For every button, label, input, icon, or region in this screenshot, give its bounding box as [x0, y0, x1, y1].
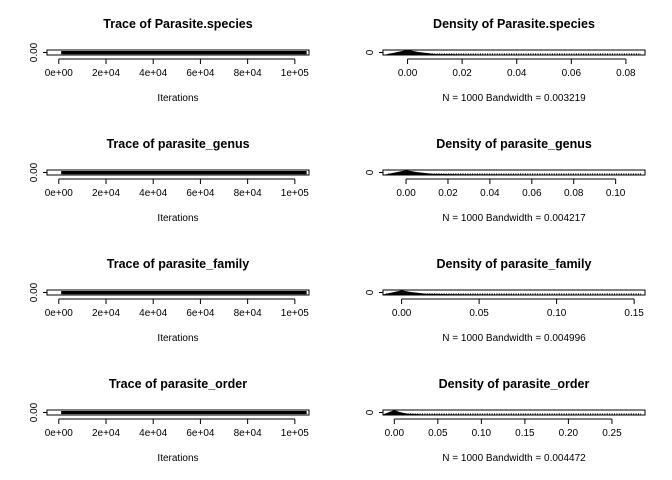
chart-0-title: Trace of Parasite.species — [103, 17, 252, 31]
chart-5-x-tick-label-3: 0.15 — [624, 308, 644, 319]
chart-5-x-tick-label-0: 0.00 — [392, 308, 412, 319]
panel-grid: Trace of Parasite.species 0e+00 2e+04 4e+04… — [29, 17, 646, 464]
chart-0-x-tick-label-1: 2e+04 — [92, 68, 121, 79]
chart-4-x-tick-label-5: 1e+05 — [281, 308, 310, 319]
chart-3-x-axis: 0.00 0.02 0.04 0.06 0.08 0.10 — [396, 178, 626, 199]
chart-0-x-tick-label-2: 4e+04 — [139, 68, 168, 79]
chart-2-x-tick-label-3: 6e+04 — [186, 188, 215, 199]
chart-0-x-axis: 0e+00 2e+04 4e+04 6e+04 8e+04 1e+05 — [45, 58, 310, 79]
chart-7-y-tick-label-0: 0 — [365, 409, 376, 415]
chart-3-title: Density of parasite_genus — [436, 137, 592, 151]
chart-4-trace-band-0 — [61, 291, 307, 294]
chart-5-x-axis: 0.00 0.05 0.10 0.15 — [392, 298, 644, 319]
chart-6-x-tick-label-0: 0e+00 — [45, 428, 74, 439]
chart-5-y-tick-label-0: 0 — [365, 289, 376, 295]
chart-1-title: Density of Parasite.species — [433, 17, 595, 31]
chart-0-x-tick-label-4: 8e+04 — [234, 68, 263, 79]
chart-0-x-label: Iterations — [157, 93, 198, 104]
chart-4-x-tick-label-3: 6e+04 — [186, 308, 215, 319]
chart-0-panel: Trace of Parasite.species 0e+00 2e+04 4e+04… — [29, 17, 310, 104]
chart-6-x-tick-label-5: 1e+05 — [281, 428, 310, 439]
chart-6-x-axis: 0e+00 2e+04 4e+04 6e+04 8e+04 1e+05 — [45, 418, 310, 439]
chart-6-x-tick-label-1: 2e+04 — [92, 428, 121, 439]
chart-6-x-tick-label-4: 8e+04 — [234, 428, 263, 439]
chart-7-x-tick-label-4: 0.20 — [559, 428, 579, 439]
chart-2-x-tick-label-1: 2e+04 — [92, 188, 121, 199]
chart-4-y-tick-label-0: 0.00 — [29, 282, 40, 302]
chart-4-x-axis: 0e+00 2e+04 4e+04 6e+04 8e+04 1e+05 — [45, 298, 310, 319]
chart-4-x-tick-label-1: 2e+04 — [92, 308, 121, 319]
chart-5-x-tick-label-2: 0.10 — [547, 308, 567, 319]
chart-5-x-label: N = 1000 Bandwidth = 0.004996 — [442, 333, 586, 344]
chart-3-x-label: N = 1000 Bandwidth = 0.004217 — [442, 213, 586, 224]
chart-4-x-tick-label-0: 0e+00 — [45, 308, 74, 319]
chart-1-x-tick-label-2: 0.04 — [507, 68, 527, 79]
chart-6-title: Trace of parasite_order — [109, 377, 247, 391]
chart-6-y-tick-label-0: 0.00 — [29, 402, 40, 422]
chart-2-x-axis: 0e+00 2e+04 4e+04 6e+04 8e+04 1e+05 — [45, 178, 310, 199]
chart-4-panel: Trace of parasite_family 0e+00 2e+04 4e+04 6… — [29, 257, 310, 344]
chart-2-trace-band-0 — [61, 171, 307, 174]
chart-5-title: Density of parasite_family — [437, 257, 592, 271]
chart-6-panel: Trace of parasite_order 0e+00 2e+04 4e+04 6e… — [29, 377, 310, 464]
chart-1-y-tick-label-0: 0 — [365, 49, 376, 55]
chart-0-x-tick-label-5: 1e+05 — [281, 68, 310, 79]
chart-4-x-tick-label-2: 4e+04 — [139, 308, 168, 319]
chart-7-x-label: N = 1000 Bandwidth = 0.004472 — [442, 453, 586, 464]
chart-7-x-tick-label-0: 0.00 — [385, 428, 405, 439]
chart-3-x-tick-label-0: 0.00 — [396, 188, 416, 199]
chart-0-x-tick-label-3: 6e+04 — [186, 68, 215, 79]
chart-3-x-tick-label-4: 0.08 — [564, 188, 584, 199]
chart-1-x-axis: 0.00 0.02 0.04 0.06 0.08 — [398, 58, 636, 79]
chart-2-panel: Trace of parasite_genus 0e+00 2e+04 4e+04 6e… — [29, 137, 310, 224]
chart-3-x-tick-label-3: 0.06 — [522, 188, 542, 199]
chart-2-x-label: Iterations — [157, 213, 198, 224]
chart-1-x-tick-label-3: 0.06 — [562, 68, 582, 79]
chart-1-x-tick-label-4: 0.08 — [616, 68, 636, 79]
chart-3-y-tick-label-0: 0 — [365, 169, 376, 175]
chart-0-x-tick-label-0: 0e+00 — [45, 68, 74, 79]
chart-2-x-tick-label-0: 0e+00 — [45, 188, 74, 199]
chart-3-x-tick-label-2: 0.04 — [480, 188, 500, 199]
chart-7-x-tick-label-5: 0.25 — [602, 428, 622, 439]
chart-0-y-tick-label-0: 0.00 — [29, 42, 40, 62]
chart-1-x-tick-label-1: 0.02 — [452, 68, 472, 79]
chart-3-x-tick-label-1: 0.02 — [438, 188, 458, 199]
chart-7-x-tick-label-3: 0.15 — [515, 428, 535, 439]
chart-2-title: Trace of parasite_genus — [106, 137, 249, 151]
chart-6-x-tick-label-2: 4e+04 — [139, 428, 168, 439]
chart-6-x-label: Iterations — [157, 453, 198, 464]
chart-2-x-tick-label-4: 8e+04 — [234, 188, 263, 199]
chart-4-x-tick-label-4: 8e+04 — [234, 308, 263, 319]
chart-7-title: Density of parasite_order — [439, 377, 590, 391]
chart-1-x-label: N = 1000 Bandwidth = 0.003219 — [442, 93, 586, 104]
chart-7-x-axis: 0.00 0.05 0.10 0.15 0.20 0.25 — [385, 418, 622, 439]
chart-4-title: Trace of parasite_family — [107, 257, 249, 271]
chart-7-x-tick-label-1: 0.05 — [428, 428, 448, 439]
chart-6-x-tick-label-3: 6e+04 — [186, 428, 215, 439]
chart-2-x-tick-label-5: 1e+05 — [281, 188, 310, 199]
chart-3-x-tick-label-5: 0.10 — [606, 188, 626, 199]
chart-2-y-tick-label-0: 0.00 — [29, 162, 40, 182]
chart-7-panel: Density of parasite_order 0.00 0.05 0.10 0.1… — [365, 377, 646, 464]
chart-4-x-label: Iterations — [157, 333, 198, 344]
chart-1-x-tick-label-0: 0.00 — [398, 68, 418, 79]
chart-2-x-tick-label-2: 4e+04 — [139, 188, 168, 199]
chart-5-x-tick-label-1: 0.05 — [469, 308, 489, 319]
chart-0-trace-band-0 — [61, 51, 307, 54]
chart-7-x-tick-label-2: 0.10 — [472, 428, 492, 439]
chart-6-trace-band-0 — [61, 411, 307, 414]
